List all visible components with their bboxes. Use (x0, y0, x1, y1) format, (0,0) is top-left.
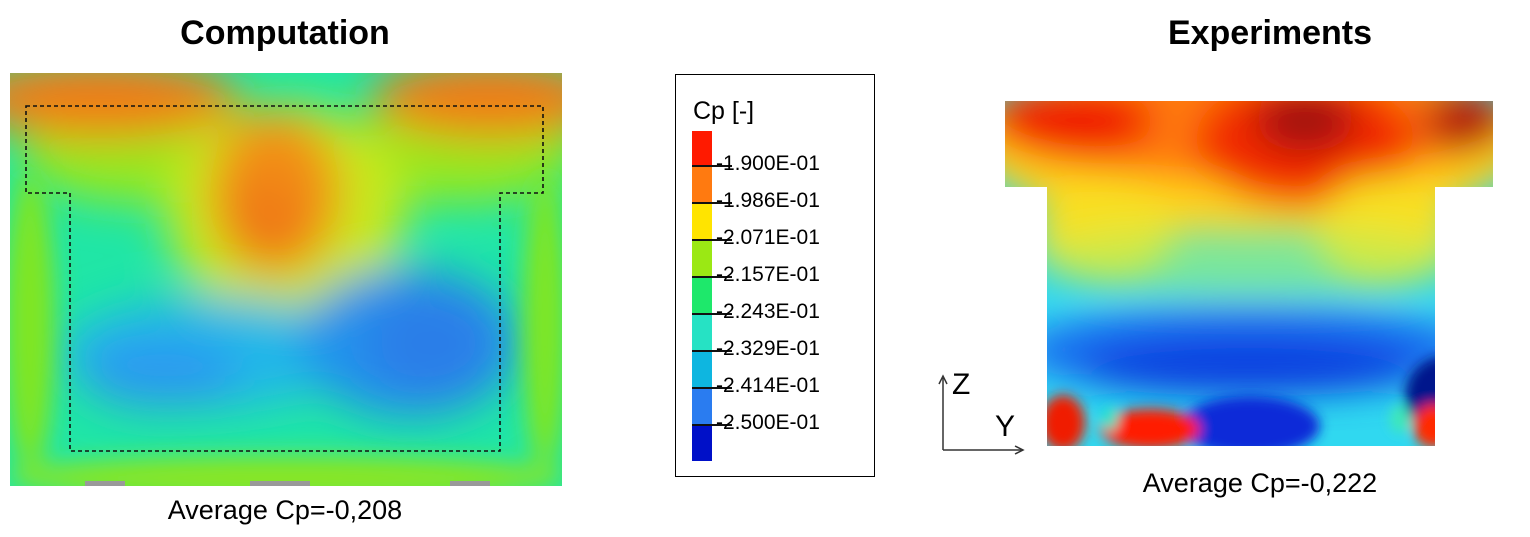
axis-indicator (938, 374, 1025, 455)
legend-swatch-6 (692, 351, 712, 388)
legend-label: -2.414E-01 (716, 374, 820, 397)
computation-average-caption: Average Cp=-0,208 (167, 495, 403, 525)
experiments-average-caption: Average Cp=-0,222 (1142, 468, 1378, 498)
color-legend: Cp [-] -1.900E-01 -1.986E-01 -2.071E-01 … (675, 74, 875, 477)
legend-label: -2.157E-01 (716, 263, 820, 286)
legend-label: -2.500E-01 (716, 411, 820, 434)
legend-tick (692, 424, 732, 426)
legend-label: -2.329E-01 (716, 337, 820, 360)
experiments-contour-map (1005, 101, 1493, 446)
legend-label: -1.986E-01 (716, 189, 820, 212)
experiments-title: Experiments (1167, 14, 1373, 52)
legend-label: -1.900E-01 (716, 152, 820, 175)
legend-swatch-4 (692, 277, 712, 314)
legend-swatch-1 (692, 166, 712, 203)
legend-swatch-0 (692, 131, 712, 166)
legend-swatch-8 (692, 425, 712, 461)
legend-tick (692, 239, 732, 241)
legend-tick (692, 276, 732, 278)
legend-swatch-2 (692, 203, 712, 240)
legend-tick (692, 350, 732, 352)
z-axis-label: Z (952, 368, 971, 401)
legend-swatch-3 (692, 240, 712, 277)
legend-tick (692, 165, 732, 167)
legend-tick (692, 387, 732, 389)
legend-tick (692, 202, 732, 204)
legend-tick (692, 313, 732, 315)
legend-label: -2.243E-01 (716, 300, 820, 323)
outline-dashed (25, 105, 544, 452)
computation-contour-map (10, 73, 562, 486)
legend-title: Cp [-] (693, 97, 755, 125)
legend-swatch-5 (692, 314, 712, 351)
y-axis-label: Y (995, 410, 1016, 443)
computation-title: Computation (180, 14, 390, 52)
legend-swatch-7 (692, 388, 712, 425)
legend-label: -2.071E-01 (716, 226, 820, 249)
